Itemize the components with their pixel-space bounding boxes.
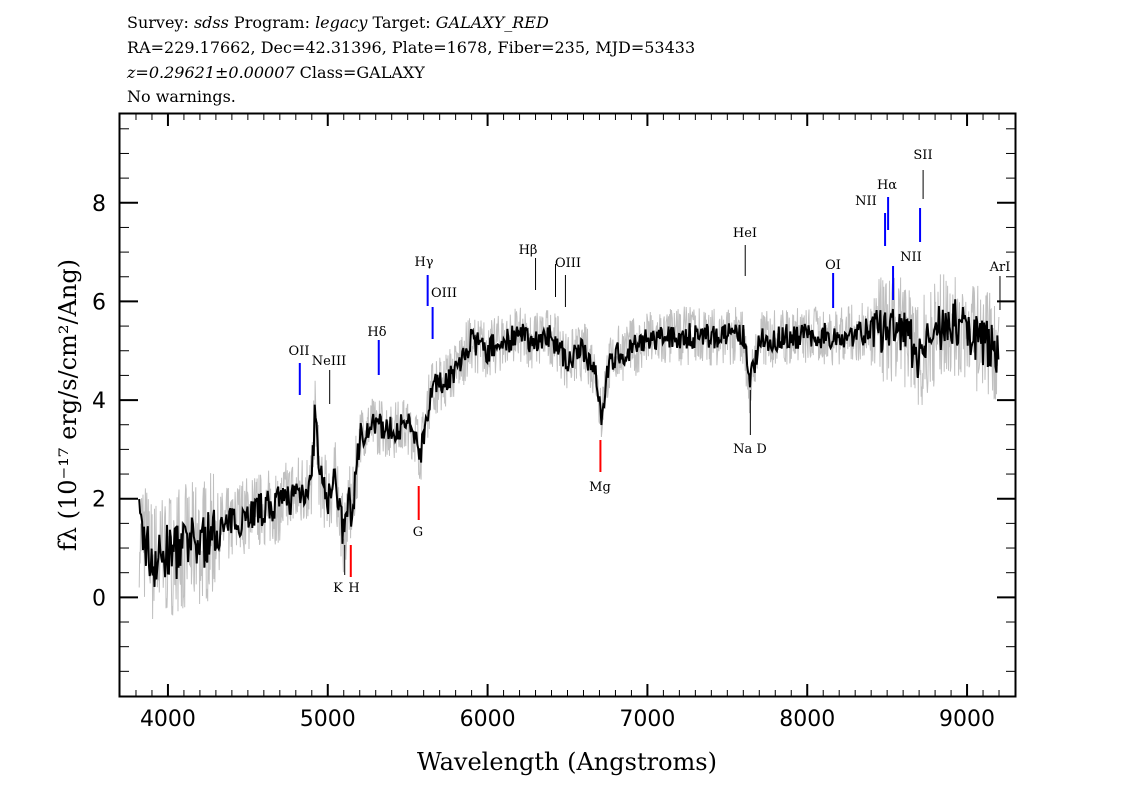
x-tick-label: 9000 (939, 707, 995, 732)
spectral-line-label: OII (289, 344, 310, 359)
spectral-line-label: Mg (589, 480, 611, 495)
spectral-line-marker: NII (892, 250, 922, 300)
spectral-line-label: NeIII (312, 354, 346, 369)
program-label: Program: (233, 13, 310, 32)
x-tick-label: 6000 (460, 707, 516, 732)
header-line-3: z=0.29621±0.00007 Class=GALAXY (127, 62, 425, 83)
survey-label: Survey: (127, 13, 189, 32)
spectral-line-label: NII (900, 250, 922, 265)
spectral-line-label: Na D (733, 442, 767, 457)
spectral-line-marker: Hδ (367, 325, 387, 375)
spectral-line-label: HeI (733, 226, 757, 241)
spectral-line-marker: G (413, 486, 423, 540)
spectral-line-label: G (413, 525, 423, 540)
spectral-line-marker: K (333, 545, 346, 596)
spectral-line-marker: Na D (733, 390, 767, 457)
spectral-line-marker: Hα (877, 178, 897, 230)
spectral-line-label: Hδ (367, 325, 386, 340)
spectral-line-marker: NeIII (312, 354, 346, 404)
spectral-line-marker: OIII (555, 256, 581, 297)
flux-spectrum-line (138, 299, 1000, 587)
x-tick-label: 7000 (619, 707, 675, 732)
y-tick-label: 8 (92, 192, 106, 217)
warnings: No warnings. (127, 87, 236, 106)
spectral-line-label: Hγ (414, 255, 433, 270)
x-tick-label: 4000 (140, 707, 196, 732)
plot-frame (118, 112, 1017, 698)
target-label: Target: (372, 13, 431, 32)
spectral-line-marker: ArI (989, 260, 1011, 310)
spectral-line-marker: Hγ (414, 255, 434, 306)
spectral-line-label: H (348, 581, 359, 596)
class: Class=GALAXY (299, 63, 425, 82)
x-tick-label: 8000 (779, 707, 835, 732)
spectral-line-marker: OI (825, 258, 841, 308)
spectral-line-label: OIII (555, 256, 581, 271)
spectral-line-marker: OII (289, 344, 310, 395)
y-tick-label: 4 (92, 389, 106, 414)
spectral-line-label: NII (855, 194, 877, 209)
spectral-line-marker: Hβ (519, 243, 538, 290)
header-line-2: RA=229.17662, Dec=42.31396, Plate=1678, … (127, 38, 696, 57)
survey-value: sdss (193, 13, 229, 32)
x-tick-label: 5000 (300, 707, 356, 732)
spectral-line-marker: Mg (589, 440, 611, 495)
spectral-line-label: K (333, 581, 343, 596)
program-value: legacy (315, 13, 368, 32)
spectral-line-label: Hα (877, 178, 897, 193)
spectral-line-label: ArI (989, 260, 1011, 275)
spectral-line-label: Hβ (519, 243, 538, 258)
header-line-1: Survey: sdss Program: legacy Target: GAL… (127, 12, 549, 33)
y-tick-label: 2 (92, 488, 106, 513)
spectral-line-marker: OIII (431, 286, 457, 339)
target-value: GALAXY_RED (435, 13, 549, 32)
spectral-line-label: SII (913, 148, 932, 163)
spectral-line-marker: SII (913, 148, 933, 199)
spectral-line-marker: HeI (733, 226, 757, 276)
spectral-line-label: OIII (431, 286, 457, 301)
spectral-line-marker: NII (855, 194, 887, 246)
x-axis-label: Wavelength (Angstroms) (417, 748, 717, 776)
y-axis-label: fλ (10⁻¹⁷ erg/s/cm²/Ang) (54, 259, 82, 551)
spectral-line-marker: H (348, 545, 360, 596)
y-tick-label: 0 (92, 586, 106, 611)
spectral-line-label: OI (825, 258, 841, 273)
y-tick-label: 6 (92, 290, 106, 315)
redshift: z=0.29621±0.00007 (127, 63, 295, 82)
